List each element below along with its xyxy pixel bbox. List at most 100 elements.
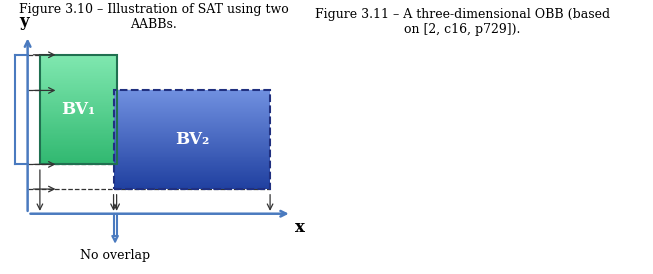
Bar bbox=[40, 95, 117, 96]
Bar bbox=[40, 117, 117, 118]
Text: y: y bbox=[20, 13, 29, 30]
Bar bbox=[114, 145, 270, 146]
Bar bbox=[114, 183, 270, 184]
Bar bbox=[40, 69, 117, 70]
Bar bbox=[40, 59, 117, 60]
Bar bbox=[114, 140, 270, 141]
Bar bbox=[114, 111, 270, 112]
Bar bbox=[40, 106, 117, 107]
Bar bbox=[114, 178, 270, 179]
Bar bbox=[114, 116, 270, 117]
Bar bbox=[40, 98, 117, 99]
Bar bbox=[40, 137, 117, 138]
Bar bbox=[40, 100, 117, 101]
Bar bbox=[40, 80, 117, 81]
Bar bbox=[114, 98, 270, 99]
Bar bbox=[40, 113, 117, 114]
Bar bbox=[40, 73, 117, 75]
Bar bbox=[114, 150, 270, 151]
Bar bbox=[114, 173, 270, 174]
Bar bbox=[40, 56, 117, 57]
Bar bbox=[40, 85, 117, 87]
Bar bbox=[114, 126, 270, 127]
Bar bbox=[40, 104, 117, 105]
Bar bbox=[40, 148, 117, 149]
Bar bbox=[114, 110, 270, 111]
Bar bbox=[114, 96, 270, 97]
Bar bbox=[114, 109, 270, 110]
Bar bbox=[114, 169, 270, 170]
Bar bbox=[40, 91, 117, 92]
Bar bbox=[114, 138, 270, 139]
Bar bbox=[40, 132, 117, 133]
Bar bbox=[114, 133, 270, 134]
Bar bbox=[40, 115, 117, 116]
Bar bbox=[114, 188, 270, 189]
Bar bbox=[40, 156, 117, 157]
Bar bbox=[114, 181, 270, 182]
Bar bbox=[114, 177, 270, 178]
Text: No overlap: No overlap bbox=[80, 249, 150, 262]
Bar bbox=[40, 109, 117, 110]
Bar bbox=[40, 122, 117, 123]
Bar bbox=[114, 95, 270, 96]
Bar bbox=[114, 147, 270, 148]
Text: BV₂: BV₂ bbox=[175, 131, 209, 148]
Bar bbox=[40, 87, 117, 88]
Bar bbox=[114, 148, 270, 149]
Bar bbox=[40, 136, 117, 137]
Bar bbox=[40, 55, 117, 56]
Bar bbox=[40, 107, 117, 109]
Bar bbox=[40, 81, 117, 82]
Bar bbox=[40, 161, 117, 162]
Bar bbox=[40, 133, 117, 134]
Bar bbox=[114, 114, 270, 115]
Bar bbox=[114, 172, 270, 173]
Bar bbox=[114, 136, 270, 137]
Text: BV₁: BV₁ bbox=[61, 101, 95, 118]
Bar bbox=[40, 144, 117, 145]
Bar bbox=[40, 116, 117, 117]
Bar bbox=[40, 125, 117, 126]
Bar bbox=[114, 153, 270, 155]
Bar bbox=[40, 119, 117, 121]
Bar bbox=[40, 145, 117, 146]
Bar bbox=[114, 132, 270, 133]
Bar bbox=[114, 118, 270, 119]
Bar bbox=[40, 60, 117, 61]
Bar bbox=[40, 111, 117, 112]
Bar bbox=[114, 125, 270, 126]
Bar bbox=[114, 113, 270, 114]
Bar bbox=[40, 157, 117, 158]
Bar bbox=[40, 72, 117, 73]
Bar bbox=[114, 163, 270, 164]
Bar bbox=[114, 144, 270, 145]
Bar bbox=[40, 93, 117, 94]
Bar bbox=[40, 153, 117, 155]
Bar bbox=[40, 141, 117, 142]
Bar bbox=[40, 83, 117, 84]
Bar bbox=[114, 184, 270, 185]
Bar bbox=[114, 175, 270, 176]
Bar bbox=[114, 104, 270, 105]
Bar bbox=[114, 170, 270, 171]
Bar bbox=[40, 126, 117, 127]
Bar bbox=[40, 130, 117, 132]
Bar bbox=[40, 99, 117, 100]
Bar bbox=[114, 185, 270, 186]
Bar bbox=[40, 142, 117, 144]
Text: Figure 3.10 – Illustration of SAT using two
AABBs.: Figure 3.10 – Illustration of SAT using … bbox=[18, 3, 289, 31]
Bar bbox=[40, 62, 117, 64]
Bar bbox=[114, 174, 270, 175]
Bar bbox=[114, 100, 270, 101]
Bar bbox=[40, 58, 117, 59]
Bar bbox=[114, 141, 270, 142]
Bar bbox=[114, 105, 270, 106]
Bar bbox=[114, 134, 270, 135]
Bar bbox=[40, 68, 117, 69]
Bar bbox=[114, 129, 270, 130]
Bar bbox=[114, 171, 270, 172]
Bar bbox=[40, 139, 117, 140]
Bar bbox=[114, 119, 270, 120]
Bar bbox=[114, 90, 270, 189]
